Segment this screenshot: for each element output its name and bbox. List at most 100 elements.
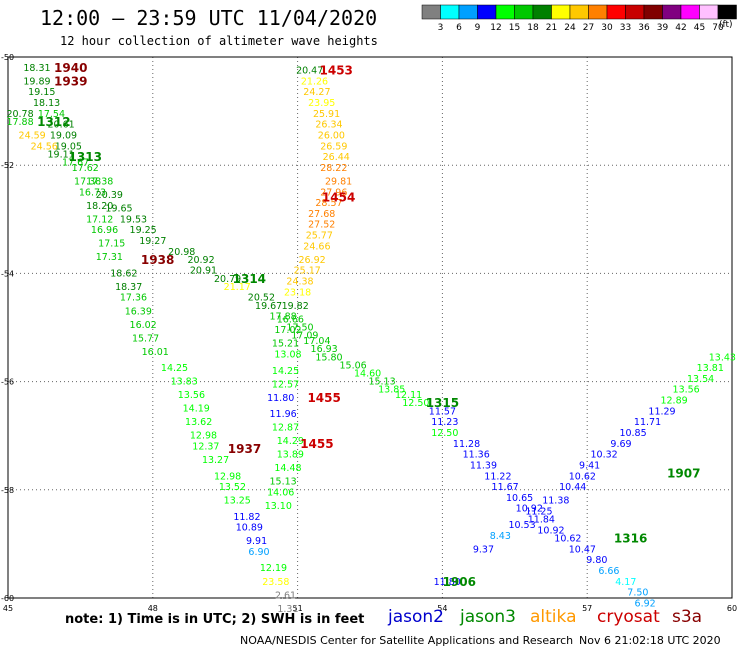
wave-height-point: 19.67: [255, 301, 282, 312]
legend-cryosat: cryosat: [597, 607, 660, 627]
wave-height-point: 10.65: [506, 493, 533, 504]
colorbar-swatch: [625, 4, 645, 20]
colorbar-swatch: [421, 4, 441, 20]
x-tick-label: 48: [148, 604, 158, 613]
wave-height-point: 15.06: [340, 360, 367, 371]
wave-height-point: 16.02: [130, 320, 157, 331]
colorbar-tick-label: 36: [638, 23, 650, 33]
x-tick-label: 57: [582, 604, 592, 613]
wave-height-point: 16.73: [79, 187, 106, 198]
wave-height-point: 24.27: [303, 87, 330, 98]
wave-height-point: 18.13: [33, 98, 60, 109]
colorbar-tick-label: 45: [694, 23, 705, 33]
wave-height-point: 25.17: [294, 266, 321, 277]
wave-height-point: 11.29: [648, 406, 675, 417]
wave-height-point: 21.26: [301, 76, 328, 87]
wave-height-point: 14.06: [267, 488, 294, 499]
wave-height-point: 17.54: [38, 109, 65, 120]
wave-height-point: 14.25: [161, 363, 188, 374]
wave-height-point: 16.39: [125, 306, 152, 317]
wave-height-point: 20.91: [190, 266, 217, 277]
wave-height-point: 26.44: [323, 152, 350, 163]
wave-height-point: 16.66: [277, 314, 304, 325]
colorbar-tick-label: 21: [546, 23, 557, 33]
legend-s3a: s3a: [672, 607, 703, 627]
wave-height-point: 1.31: [277, 604, 298, 615]
wave-height-point: 11.67: [492, 482, 519, 493]
wave-height-point: 17.15: [98, 239, 125, 250]
colorbar-tick-label: 9: [475, 23, 481, 33]
wave-height-point: 17.09: [291, 331, 318, 342]
wave-height-point: 12.87: [272, 423, 299, 434]
wave-height-point: 10.89: [236, 523, 263, 534]
wave-height-point: 9.91: [246, 536, 267, 547]
footer-timestamp: Nov 6 21:02:18 UTC 2020: [579, 634, 721, 647]
wave-height-point: 16.96: [91, 225, 118, 236]
wave-height-point: 10.62: [569, 471, 596, 482]
wave-height-point: 11.71: [634, 417, 661, 428]
wave-height-point: 17.31: [96, 252, 123, 263]
colorbar-tick-label: 24: [564, 23, 576, 33]
plot-frame: [7, 56, 733, 599]
wave-height-point: 7.50: [627, 588, 648, 599]
colorbar-legend: 3 6 9 12 15 18 21 24 27 30 33 36 39 42 45 70: [421, 4, 737, 33]
colorbar-swatch: [440, 4, 460, 20]
wave-height-point: 6.92: [635, 598, 656, 609]
wave-height-point: 13.56: [673, 385, 700, 396]
wave-height-point: 10.32: [590, 450, 617, 461]
wave-height-point: 26.92: [298, 255, 325, 266]
wave-height-point: 17.36: [120, 293, 147, 304]
wave-height-point: 18.62: [110, 268, 137, 279]
wave-height-point: 21.17: [224, 282, 251, 293]
wave-height-point: 12.57: [272, 379, 299, 390]
colorbar-swatch: [643, 4, 663, 20]
wave-height-point: 26.00: [318, 130, 345, 141]
pass-time-label: 1907: [667, 467, 700, 481]
wave-height-point: 18.20: [86, 201, 113, 212]
wave-height-point: 12.98: [214, 471, 241, 482]
wave-height-point: 11.84: [528, 515, 555, 526]
wave-height-point: 11.57: [429, 406, 456, 417]
pass-time-label: 1454: [322, 191, 355, 205]
legend-jason2: jason2: [388, 607, 444, 627]
wave-height-point: 28.22: [320, 163, 347, 174]
pass-time-label: 1938: [141, 253, 174, 267]
wave-height-point: 15.13: [270, 477, 297, 488]
wave-height-point: 12.50: [402, 398, 429, 409]
wave-height-point: 13.10: [265, 501, 292, 512]
wave-height-point: 11.96: [270, 409, 297, 420]
wave-height-point: 12.37: [192, 442, 219, 453]
wave-height-point: 13.43: [709, 352, 736, 363]
wave-height-point: 17.62: [72, 163, 99, 174]
colorbar-unit: (ft): [719, 20, 733, 30]
legend-jason3: jason3: [460, 607, 516, 627]
colorbar-tick-label: 30: [601, 23, 613, 33]
wave-height-point: 12.50: [431, 428, 458, 439]
wave-height-point: 12.19: [260, 563, 287, 574]
x-tick-label: 60: [727, 604, 737, 613]
wave-height-point: 26.34: [315, 120, 342, 131]
colorbar-swatch: [477, 4, 497, 20]
colorbar-tick-label: 3: [438, 23, 444, 33]
data-points: 18.31 19.8919.1518.1317.5420.6119.0919.05…: [6, 63, 735, 615]
wave-height-point: 18.37: [115, 282, 142, 293]
wave-height-point: 17.12: [86, 214, 113, 225]
colorbar-tick-label: 70: [712, 23, 724, 33]
pass-time-label: 1312: [37, 115, 70, 129]
wave-height-point: 12.11: [395, 390, 422, 401]
wave-height-point: 13.08: [274, 350, 301, 361]
colorbar-tick-label: 15: [509, 23, 520, 33]
wave-height-point: 6.90: [248, 547, 269, 558]
wave-height-point: 10.53: [508, 520, 535, 531]
pass-time-label: 1316: [614, 531, 647, 545]
wave-height-point: 14.60: [354, 368, 381, 379]
wave-height-point: 11.39: [470, 460, 497, 471]
wave-height-point: 11.38: [542, 496, 569, 507]
colorbar-tick-label: 33: [620, 23, 631, 33]
wave-height-point: 10.92: [516, 504, 543, 515]
x-tick-label: 51: [293, 604, 303, 613]
wave-height-point: 9.37: [473, 544, 494, 555]
wave-height-point: 20.39: [96, 190, 123, 201]
x-tick-label: 54: [437, 604, 447, 613]
colorbar-tick-label: 39: [657, 23, 669, 33]
